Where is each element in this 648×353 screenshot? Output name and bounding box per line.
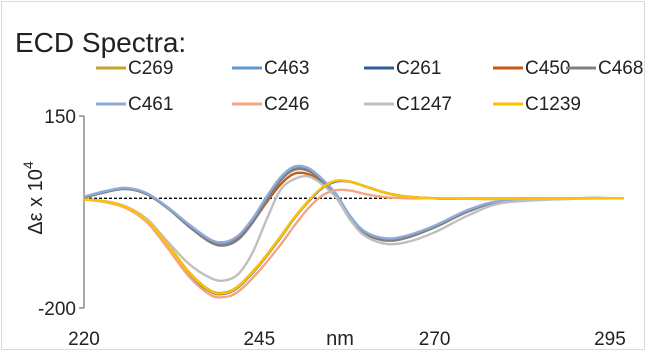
- x-axis-title: nm: [326, 328, 354, 350]
- y-axis-title: Δε x 104: [20, 161, 47, 235]
- legend-item: C461: [96, 94, 173, 115]
- series-line-c1239: [83, 179, 625, 295]
- series-line-c1247: [83, 174, 625, 283]
- legend-label: C1247: [396, 94, 452, 115]
- legend-label: C463: [264, 58, 309, 79]
- y-ticks: 150 -200: [38, 107, 84, 320]
- legend-item: C468: [566, 58, 643, 79]
- legend-label: C261: [396, 58, 441, 79]
- legend-item: C1247: [364, 94, 452, 115]
- legend: C269 C463 C261 C450 C468 C461 C246 C1247 C1239: [96, 58, 643, 115]
- legend-item: C450: [493, 58, 570, 79]
- y-axis-title-superscript: 4: [20, 161, 36, 169]
- legend-label: C450: [525, 58, 570, 79]
- y-tick-label: -200: [38, 299, 76, 320]
- series-line-c468: [83, 167, 625, 247]
- series-line-c461: [83, 164, 625, 244]
- legend-label: C246: [264, 94, 309, 115]
- legend-label: C269: [128, 58, 173, 79]
- series-group: [83, 164, 625, 299]
- legend-item: C269: [96, 58, 173, 79]
- legend-label: C461: [128, 94, 173, 115]
- legend-item: C463: [232, 58, 309, 79]
- svg-text:Δε x 104: Δε x 104: [20, 161, 47, 235]
- y-axis-title-text: Δε x 10: [25, 169, 47, 235]
- legend-item: C246: [232, 94, 309, 115]
- x-tick-label: 245: [243, 329, 275, 350]
- x-ticks: 220 245 270 295: [68, 329, 626, 350]
- y-tick-label: 150: [44, 107, 76, 128]
- x-tick-label: 220: [68, 329, 100, 350]
- x-tick-label: 270: [419, 329, 451, 350]
- legend-label: C1239: [525, 94, 581, 115]
- legend-item: C1239: [493, 94, 581, 115]
- chart-title: ECD Spectra:: [15, 27, 186, 58]
- x-tick-label: 295: [594, 329, 626, 350]
- legend-label: C468: [598, 58, 643, 79]
- legend-item: C261: [364, 58, 441, 79]
